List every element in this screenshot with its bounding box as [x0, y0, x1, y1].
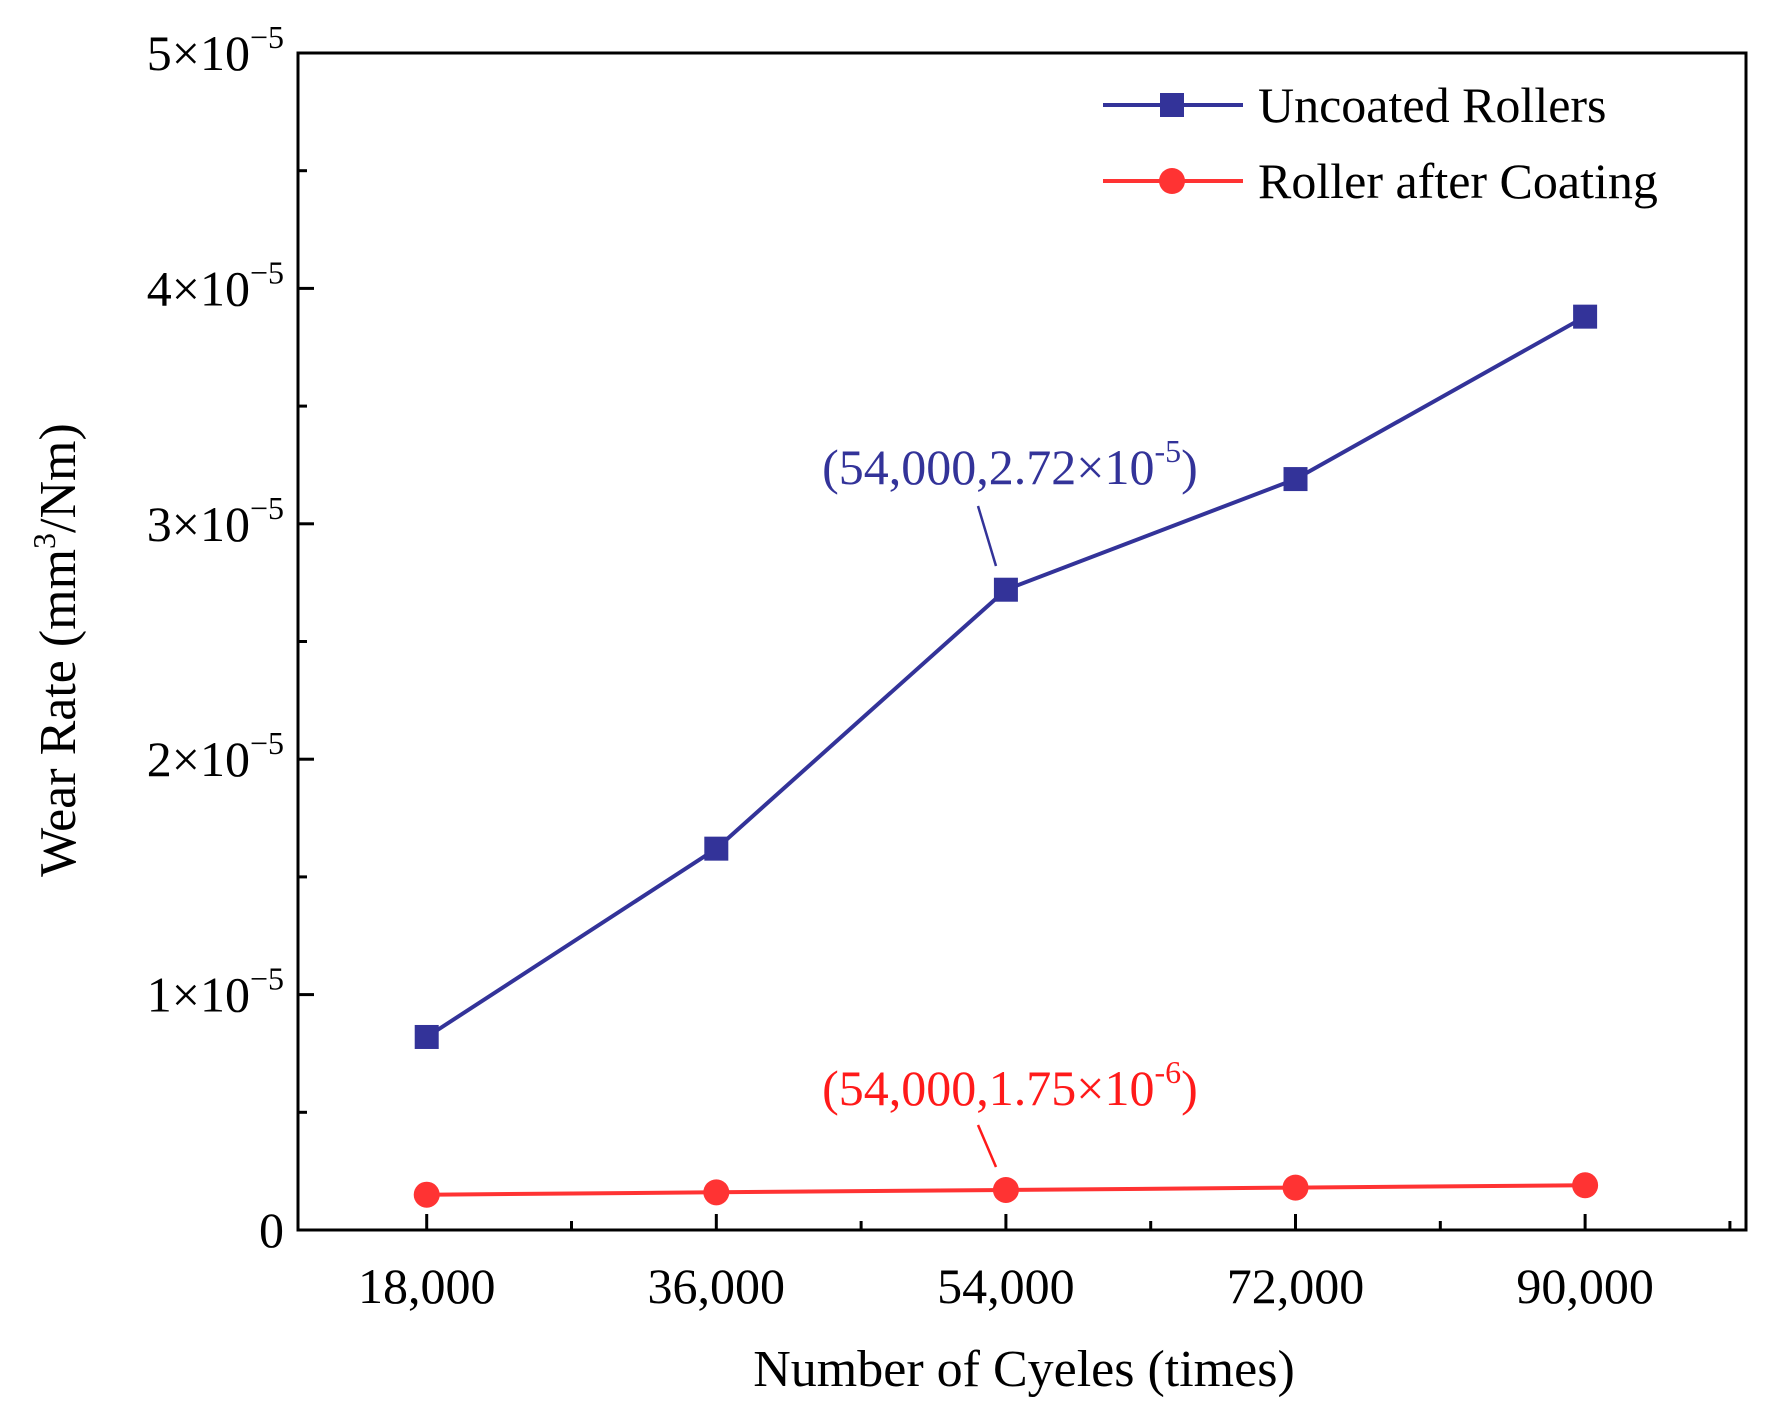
data-point-circle	[413, 1181, 440, 1208]
x-axis-title: Number of Cyeles (times)	[753, 1341, 1295, 1398]
data-point-circle	[992, 1176, 1019, 1203]
y-tick-label-exponent: −5	[250, 725, 284, 761]
y-tick-label: 2×10−5	[147, 725, 284, 787]
annotation-main: (54,000,2.72×10	[822, 439, 1154, 495]
y-axis-title: Wear Rate (mm3/Nm)	[26, 423, 87, 877]
annotation-exponent: -6	[1155, 1054, 1182, 1090]
y-axis-title-tail: /Nm)	[30, 423, 87, 533]
data-point-square	[704, 836, 729, 861]
data-point-circle	[703, 1179, 730, 1206]
y-tick-label-exponent: −5	[250, 490, 284, 526]
y-tick-label: 4×10−5	[147, 254, 284, 316]
y-tick-label-exponent: −5	[250, 961, 284, 997]
y-tick-label: 1×10−5	[147, 961, 284, 1023]
annotation-exponent: -5	[1155, 433, 1182, 469]
x-tick-label: 18,000	[358, 1258, 496, 1314]
y-axis-title-superscript: 3	[26, 533, 62, 549]
x-tick-label: 54,000	[937, 1258, 1075, 1314]
legend: Uncoated Rollers Roller after Coating	[1103, 77, 1658, 209]
data-point-square	[993, 577, 1018, 602]
legend-label-uncoated: Uncoated Rollers	[1258, 77, 1607, 133]
y-tick-label-mantissa: 2×10	[147, 731, 250, 787]
y-axis-title-main: Wear Rate (mm	[30, 549, 87, 877]
series-line-uncoated	[425, 314, 1587, 1039]
legend-entry-uncoated: Uncoated Rollers	[1103, 77, 1607, 133]
annotation-main: (54,000,1.75×10	[822, 1060, 1154, 1116]
annotation-tail: )	[1181, 1060, 1198, 1116]
annotation-label: (54,000,1.75×10-6)	[822, 1054, 1198, 1116]
annotation-leader-line	[976, 1124, 998, 1168]
y-tick-label: 5×10−5	[147, 19, 284, 81]
legend-marker-square-icon	[1160, 93, 1184, 117]
y-tick-label-mantissa: 4×10	[147, 260, 250, 316]
y-tick-label-mantissa: 3×10	[147, 496, 250, 552]
legend-marker-circle-icon	[1159, 168, 1185, 194]
y-tick-label: 3×10−5	[147, 490, 284, 552]
annotation-tail: )	[1181, 439, 1198, 495]
legend-label-coated: Roller after Coating	[1258, 153, 1658, 209]
data-point-square	[414, 1024, 439, 1049]
x-tick-label: 90,000	[1516, 1258, 1654, 1314]
y-tick-label: 0	[259, 1202, 284, 1258]
y-tick-label-exponent: −5	[250, 19, 284, 55]
x-tick-label: 36,000	[648, 1258, 786, 1314]
annotation-leader-line	[976, 505, 998, 567]
y-tick-label-mantissa: 1×10	[147, 967, 250, 1023]
y-tick-label-mantissa: 5×10	[147, 25, 250, 81]
data-point-square	[1573, 304, 1598, 329]
data-point-circle	[1572, 1172, 1599, 1199]
legend-entry-coated: Roller after Coating	[1103, 153, 1658, 209]
plot-frame	[296, 51, 1748, 1232]
x-tick-label: 72,000	[1227, 1258, 1365, 1314]
plot-area: 01×10−52×10−53×10−54×10−55×10−518,000 36,…	[147, 19, 1748, 1314]
y-tick-label-exponent: −5	[250, 254, 284, 290]
data-point-square	[1283, 467, 1308, 492]
data-point-circle	[1282, 1174, 1309, 1201]
annotation-label: (54,000,2.72×10-5)	[822, 433, 1198, 495]
